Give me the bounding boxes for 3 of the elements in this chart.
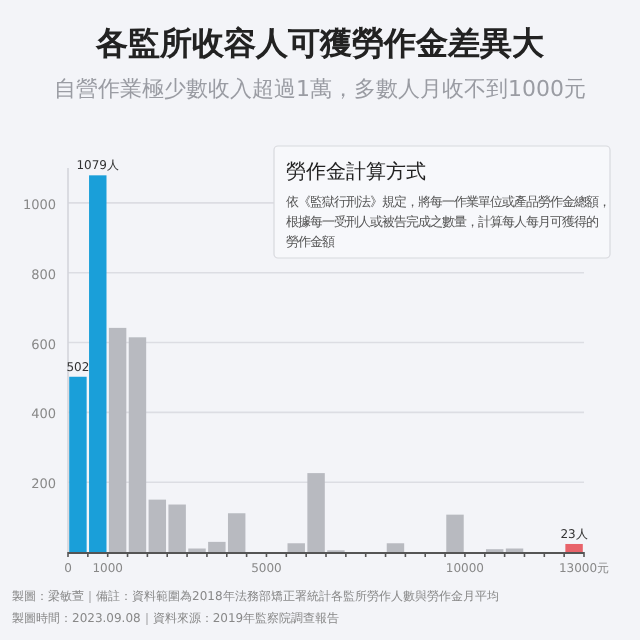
annotation: 勞作金計算方式 <box>286 160 426 184</box>
chart-subtitle: 自營作業極少數收入超過1萬，多數人月收不到1000元 <box>54 76 586 102</box>
chart-title: 各監所收容人可獲勞作金差異大 <box>94 24 546 62</box>
